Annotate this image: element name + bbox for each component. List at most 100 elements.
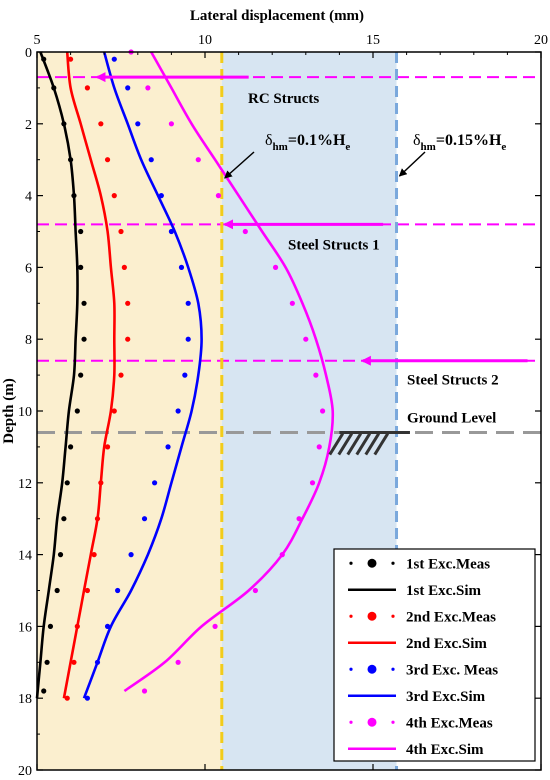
legend-dot-small-2nd-exc-meas: [349, 614, 353, 618]
point-2nd-exc-meas-3: [98, 121, 104, 127]
point-3rd-exc-meas-1: [111, 56, 117, 62]
point-1st-exc-meas-17: [47, 623, 54, 630]
point-4th-exc-meas-19: [141, 688, 148, 694]
point-4th-exc-meas-16: [252, 587, 258, 594]
point-1st-exc-meas-10: [78, 372, 84, 378]
point-4th-exc-meas-5: [215, 193, 222, 199]
point-3rd-exc-meas-6: [168, 228, 174, 235]
point-3rd-exc-meas-15: [128, 552, 134, 558]
legend-dot-3rd-exc-meas: [367, 664, 377, 674]
point-1st-exc-meas-11: [74, 408, 80, 414]
point-3rd-exc-meas-14: [141, 516, 148, 522]
point-3rd-exc-meas-19: [84, 695, 90, 701]
point-4th-exc-meas-13: [309, 480, 316, 486]
point-4th-exc-meas-7: [272, 264, 279, 270]
point-1st-exc-meas-12: [68, 444, 74, 450]
legend-dot-4th-exc-meas: [367, 717, 377, 727]
vline-label-2: δhm=0.15%He: [413, 132, 506, 153]
legend-label-4th-exc-sim: 4th Exc.Sim: [406, 742, 484, 758]
legend-dot-small2-2nd-exc-meas: [391, 614, 395, 618]
line-4th-exc-sim: [123, 51, 335, 693]
point-4th-exc-meas-2: [145, 85, 151, 91]
point-2nd-exc-meas-16: [84, 587, 90, 594]
series-1st-exc-sim: [35, 51, 79, 699]
point-2nd-exc-meas-1: [68, 56, 74, 62]
point-4th-exc-meas-4: [195, 157, 201, 163]
legend-item-2nd-exc-meas: 2nd Exc.Meas: [349, 609, 496, 625]
point-1st-exc-meas-6: [78, 228, 84, 235]
point-3rd-exc-meas-9: [185, 336, 191, 342]
point-3rd-exc-meas-16: [115, 587, 121, 594]
legend-dot-small2-1st-exc-meas: [391, 561, 395, 565]
vline-label-1: δhm=0.1%He: [265, 132, 350, 153]
legend-item-3rd-exc-sim: 3rd Exc.Sim: [348, 689, 486, 705]
y-tick-label-14: 14: [18, 549, 32, 564]
legend-dot-small-4th-exc-meas: [349, 720, 353, 724]
legend-item-1st-exc-sim: 1st Exc.Sim: [348, 583, 482, 599]
point-3rd-exc-meas-7: [178, 264, 185, 270]
point-1st-exc-meas-13: [64, 480, 70, 486]
series-layer: [35, 49, 335, 701]
legend-dot-small-3rd-exc-meas: [349, 667, 353, 671]
y-tick-label-0: 0: [25, 46, 32, 61]
y-tick-label-8: 8: [25, 333, 32, 348]
point-3rd-exc-meas-2: [125, 85, 131, 91]
y-axis-title: Depth (m): [1, 378, 17, 443]
series-4th-exc-sim: [123, 51, 335, 693]
ground-level-symbol: [328, 431, 410, 456]
y-tick-label-4: 4: [25, 190, 32, 205]
legend-label-4th-exc-meas: 4th Exc.Meas: [406, 715, 493, 731]
point-2nd-exc-meas-10: [118, 372, 124, 378]
point-2nd-exc-meas-18: [71, 659, 77, 665]
point-4th-exc-meas-8: [289, 300, 295, 306]
point-3rd-exc-meas-17: [104, 623, 111, 630]
point-4th-exc-meas-3: [168, 121, 174, 127]
point-1st-exc-meas-9: [81, 336, 87, 342]
label-steel-structs-1: Steel Structs 1: [288, 237, 380, 253]
series-3rd-exc-meas: [84, 56, 191, 701]
legend-item-4th-exc-sim: 4th Exc.Sim: [348, 742, 484, 758]
y-tick-label-10: 10: [18, 405, 32, 420]
point-3rd-exc-meas-12: [165, 444, 171, 450]
vline-pointer-2: [398, 151, 426, 177]
point-3rd-exc-meas-13: [152, 480, 158, 486]
label-rc-structs: RC Structs: [248, 91, 319, 107]
legend-item-4th-exc-meas: 4th Exc.Meas: [349, 715, 493, 731]
point-4th-exc-meas-17: [212, 623, 218, 630]
x-tick-label-5: 5: [34, 33, 41, 48]
legend-item-3rd-exc-meas: 3rd Exc. Meas: [349, 662, 498, 678]
point-1st-exc-meas-18: [44, 659, 50, 665]
line-1st-exc-sim: [35, 51, 79, 699]
point-2nd-exc-meas-11: [111, 408, 117, 414]
y-tick-label-20: 20: [18, 764, 32, 779]
point-3rd-exc-meas-10: [182, 372, 188, 378]
point-3rd-exc-meas-8: [185, 300, 191, 306]
legend-item-2nd-exc-sim: 2nd Exc.Sim: [348, 636, 487, 652]
point-2nd-exc-meas-6: [118, 228, 124, 235]
label-ground-level: Ground Level: [407, 411, 496, 427]
point-4th-exc-meas-9: [303, 336, 309, 342]
x-tick-label-15: 15: [366, 33, 380, 48]
series-2nd-exc-sim: [62, 51, 116, 699]
x-tick-label-20: 20: [534, 33, 548, 48]
point-2nd-exc-meas-15: [91, 552, 97, 558]
y-tick-label-18: 18: [18, 692, 32, 707]
legend-dot-small-1st-exc-meas: [349, 561, 353, 565]
point-1st-exc-meas-16: [54, 587, 60, 594]
point-2nd-exc-meas-8: [125, 300, 131, 306]
point-2nd-exc-meas-12: [104, 444, 111, 450]
point-1st-exc-meas-19: [41, 688, 47, 694]
point-2nd-exc-meas-7: [121, 264, 127, 270]
x-axis-title: Lateral displacement (mm): [190, 8, 364, 24]
band-1: [37, 52, 222, 770]
point-3rd-exc-meas-11: [175, 408, 181, 414]
series-3rd-exc-sim: [82, 51, 203, 699]
legend-label-2nd-exc-meas: 2nd Exc.Meas: [406, 609, 496, 625]
legend-label-3rd-exc-sim: 3rd Exc.Sim: [406, 689, 486, 705]
point-3rd-exc-meas-4: [148, 157, 154, 163]
point-2nd-exc-meas-5: [111, 193, 117, 199]
point-2nd-exc-meas-19: [64, 695, 70, 701]
point-4th-exc-meas-12: [316, 444, 322, 450]
label-steel-structs-2: Steel Structs 2: [407, 373, 499, 389]
